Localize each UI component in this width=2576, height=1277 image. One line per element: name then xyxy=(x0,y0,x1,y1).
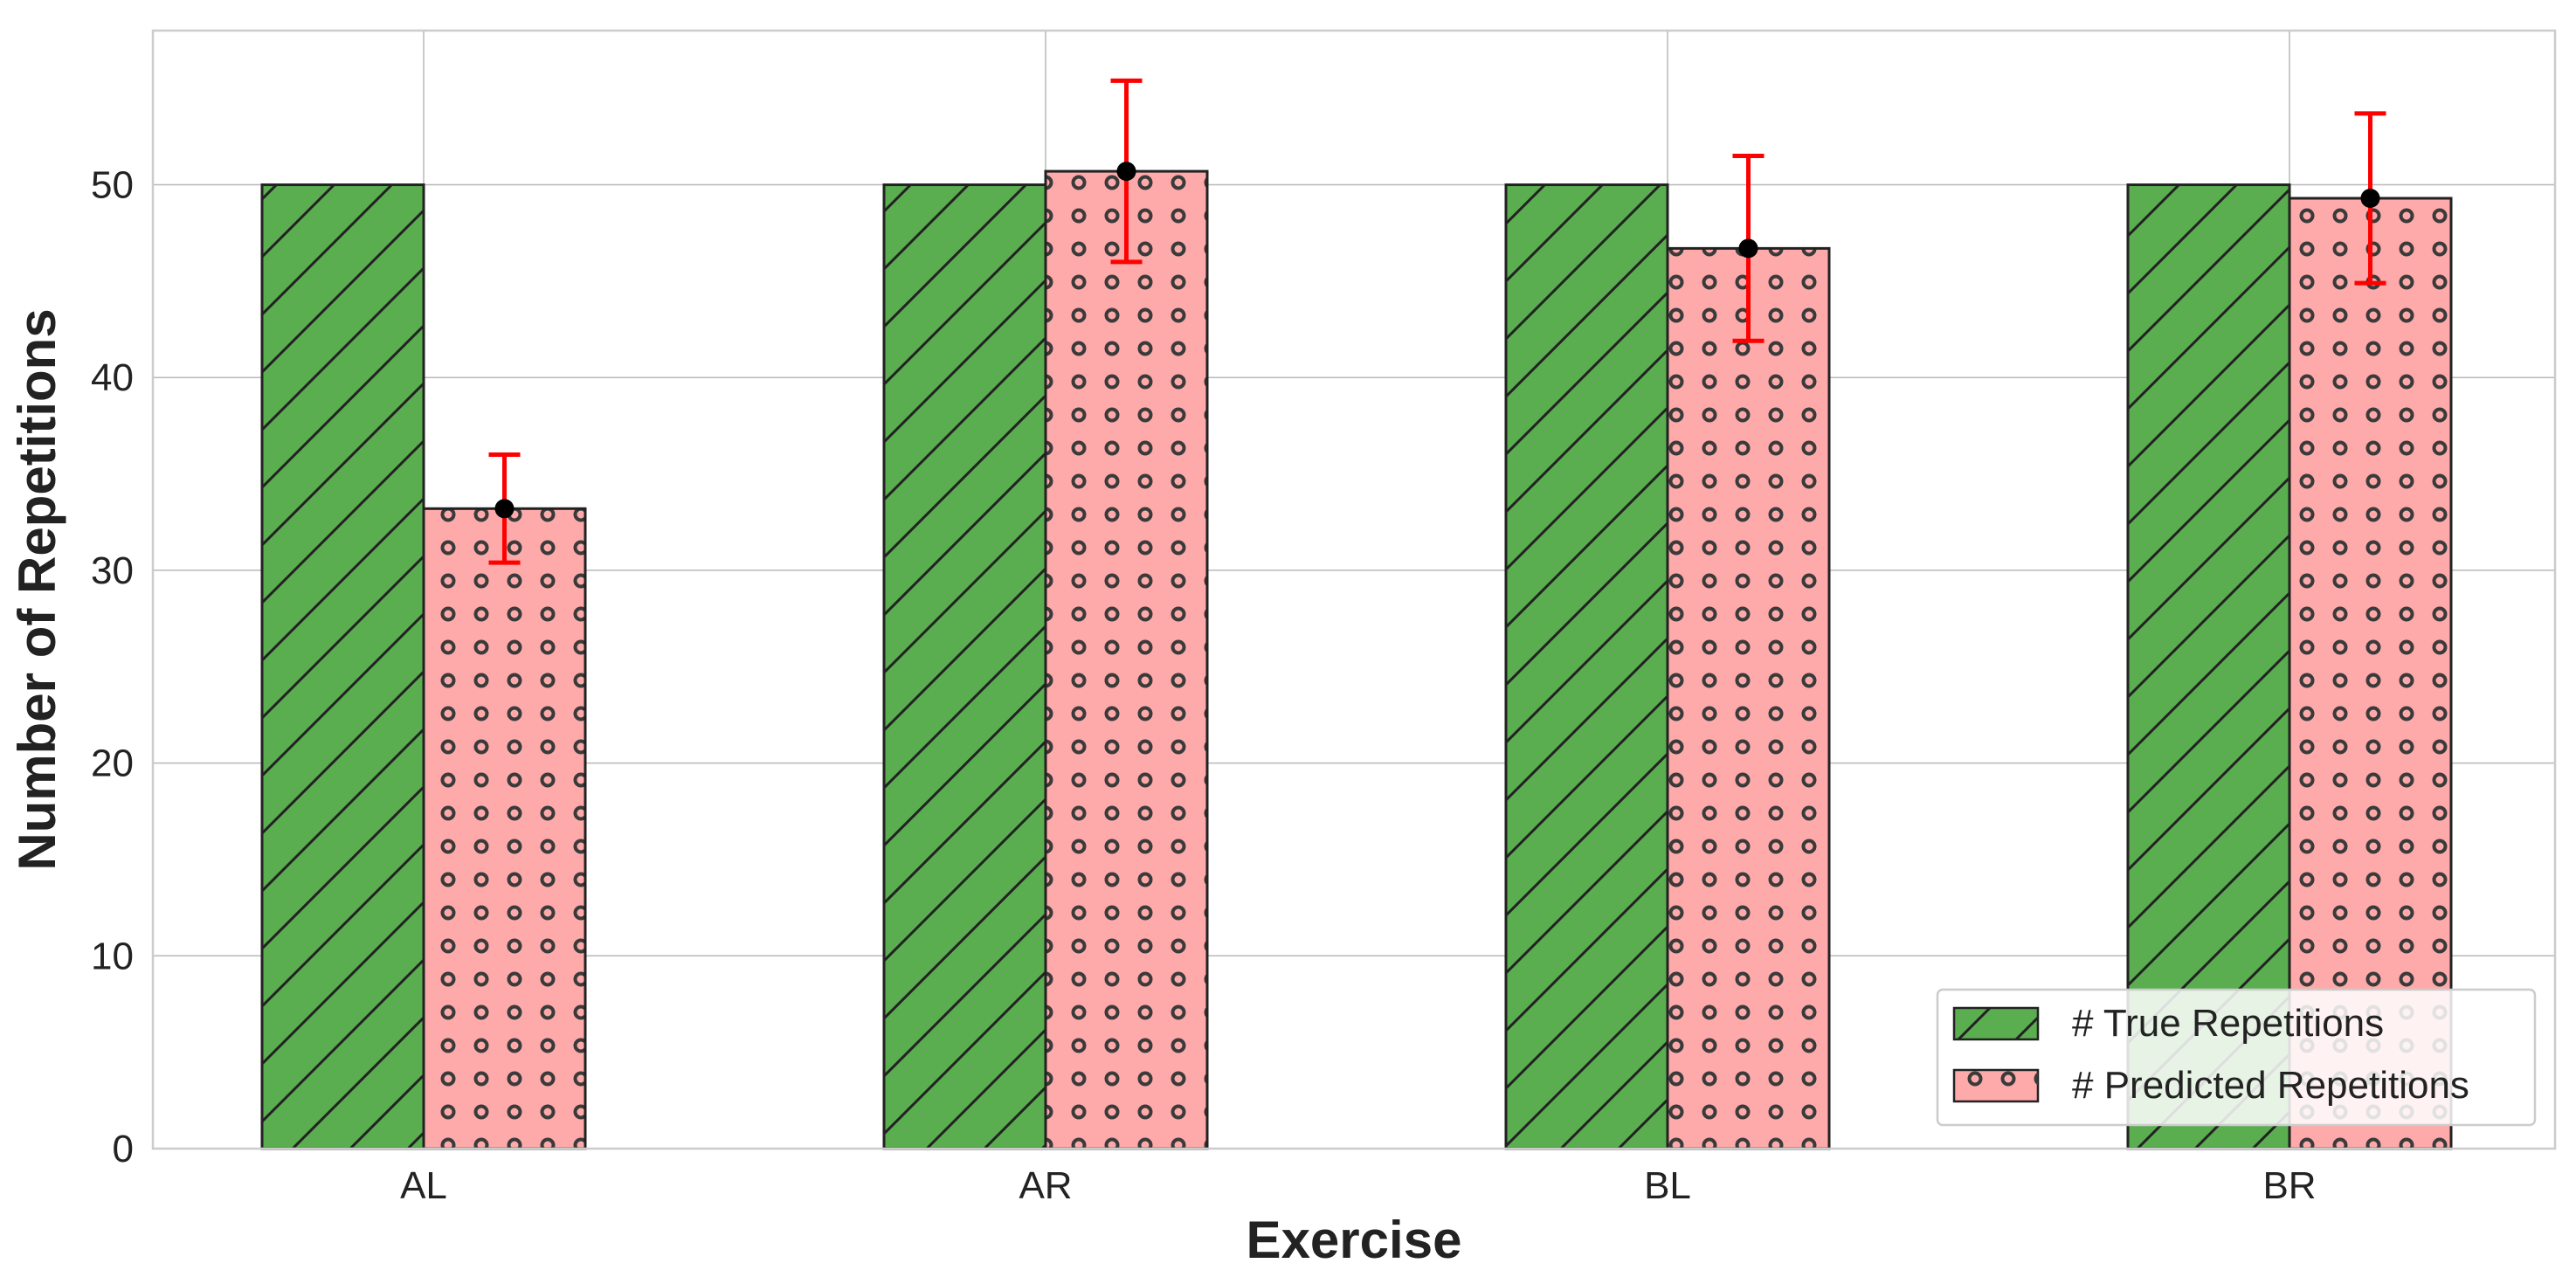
x-tick-label-al: AL xyxy=(400,1164,447,1207)
x-tick-label-ar: AR xyxy=(1019,1164,1072,1207)
bar-true-hatch-al xyxy=(262,184,424,1149)
y-tick-label-10: 10 xyxy=(91,935,134,977)
bar-true-hatch-br xyxy=(2128,184,2289,1149)
mean-point-ar xyxy=(1116,162,1136,182)
error-bars xyxy=(488,78,2386,565)
x-tick-label-br: BR xyxy=(2262,1164,2316,1207)
mean-point-br xyxy=(2360,189,2380,208)
y-tick-label-40: 40 xyxy=(91,356,134,399)
y-tick-label-30: 30 xyxy=(91,549,134,592)
bar-predicted-hatch-ar xyxy=(1046,171,1207,1149)
legend-swatch-true-hatch xyxy=(1954,1008,2038,1039)
legend-label-true: # True Repetitions xyxy=(2072,1002,2384,1045)
legend: # True Repetitions # Predicted Repetitio… xyxy=(1936,988,2537,1127)
mean-point-bl xyxy=(1738,238,1758,259)
plot-frame xyxy=(151,29,2557,1150)
y-tick-label-20: 20 xyxy=(91,742,134,785)
y-tick-label-50: 50 xyxy=(91,164,134,207)
bar-true-hatch-bl xyxy=(1506,184,1668,1149)
legend-label-predicted: # Predicted Repetitions xyxy=(2072,1064,2469,1107)
mean-point-al xyxy=(494,499,515,519)
bars xyxy=(260,169,2453,1150)
bar-predicted-hatch-bl xyxy=(1668,248,1829,1149)
x-axis-title: Exercise xyxy=(1247,1211,1462,1269)
y-axis-title: Number of Repetitions xyxy=(8,308,66,870)
legend-box xyxy=(1936,988,2537,1127)
bar-true-hatch-ar xyxy=(884,184,1046,1149)
x-tick-label-bl: BL xyxy=(1644,1164,1691,1207)
tick-labels: 0 10 20 30 40 50 AL AR BL BR xyxy=(91,164,2317,1207)
bar-predicted-hatch-al xyxy=(424,508,585,1149)
legend-swatch-predicted-hatch xyxy=(1954,1070,2038,1101)
y-tick-label-0: 0 xyxy=(113,1128,134,1170)
